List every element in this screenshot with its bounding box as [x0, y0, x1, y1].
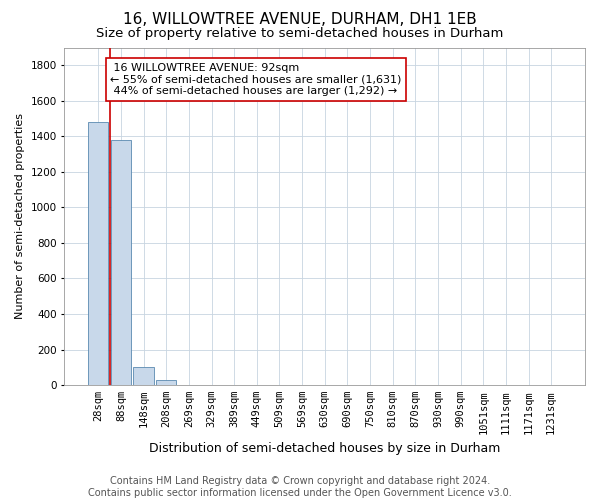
Bar: [111, 140, 131, 385]
Y-axis label: Number of semi-detached properties: Number of semi-detached properties: [15, 114, 25, 320]
Bar: [88, 122, 109, 385]
X-axis label: Distribution of semi-detached houses by size in Durham: Distribution of semi-detached houses by …: [149, 442, 500, 455]
Bar: [133, 368, 154, 385]
Text: 16 WILLOWTREE AVENUE: 92sqm
← 55% of semi-detached houses are smaller (1,631)
 4: 16 WILLOWTREE AVENUE: 92sqm ← 55% of sem…: [110, 63, 401, 96]
Text: Size of property relative to semi-detached houses in Durham: Size of property relative to semi-detach…: [97, 28, 503, 40]
Text: 16, WILLOWTREE AVENUE, DURHAM, DH1 1EB: 16, WILLOWTREE AVENUE, DURHAM, DH1 1EB: [123, 12, 477, 28]
Bar: [156, 380, 176, 385]
Text: Contains HM Land Registry data © Crown copyright and database right 2024.
Contai: Contains HM Land Registry data © Crown c…: [88, 476, 512, 498]
